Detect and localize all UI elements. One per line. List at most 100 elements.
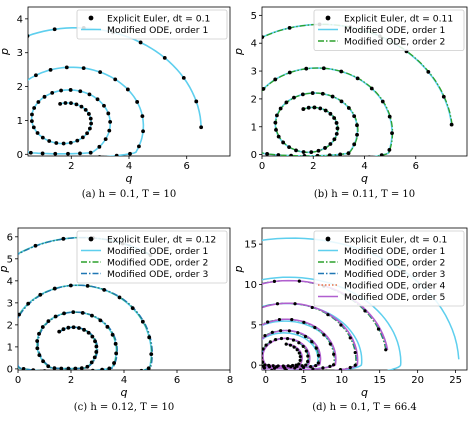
x-axis-label: q	[121, 386, 128, 399]
euler-marker	[262, 35, 265, 40]
euler-marker	[37, 331, 41, 336]
euler-marker	[46, 319, 51, 324]
legend-label: Modified ODE, order 2	[344, 37, 445, 48]
euler-marker	[250, 136, 254, 140]
x-axis-label: q	[361, 172, 368, 185]
euler-marker	[7, 102, 11, 106]
euler-marker	[278, 106, 283, 111]
euler-marker	[298, 368, 303, 370]
euler-marker	[351, 157, 355, 161]
x-tick-label: 10	[335, 375, 348, 386]
euler-marker	[241, 340, 244, 343]
euler-marker	[379, 153, 384, 156]
euler-marker	[328, 111, 333, 116]
euler-marker	[61, 236, 66, 241]
euler-marker	[9, 338, 13, 342]
x-tick-label: 0	[259, 161, 265, 172]
euler-marker	[211, 309, 214, 312]
legend-label: Explicit Euler, dt = 0.1	[344, 235, 447, 246]
euler-marker	[140, 114, 145, 119]
x-tick-label: 6	[413, 161, 419, 172]
euler-marker	[135, 100, 140, 104]
euler-marker	[107, 128, 112, 133]
euler-marker	[265, 152, 270, 156]
euler-marker	[55, 369, 59, 370]
euler-marker	[66, 366, 71, 370]
euler-marker	[335, 126, 340, 131]
euler-marker	[294, 363, 298, 367]
chart-panel-3: 024680123456qpExplicit Euler, dt = 0.12M…	[0, 227, 233, 413]
euler-marker	[310, 340, 314, 344]
euler-marker	[277, 317, 282, 322]
euler-marker	[323, 108, 328, 113]
euler-marker	[309, 365, 313, 369]
euler-marker	[301, 344, 305, 349]
euler-marker	[88, 150, 93, 155]
euler-marker	[279, 336, 284, 341]
y-tick-label: 0	[7, 364, 13, 375]
euler-marker	[194, 99, 199, 104]
euler-marker	[98, 318, 103, 323]
euler-marker	[271, 364, 275, 368]
euler-marker	[276, 134, 281, 139]
legend-label: Modified ODE, order 1	[344, 25, 445, 36]
euler-marker	[426, 70, 431, 74]
euler-marker	[125, 87, 130, 92]
euler-marker	[321, 366, 325, 370]
y-tick-label: 2	[7, 320, 13, 331]
euler-marker	[315, 153, 320, 156]
euler-marker	[30, 112, 34, 117]
euler-marker	[50, 375, 54, 379]
euler-marker	[61, 141, 66, 146]
legend-label: Modified ODE, order 1	[107, 25, 208, 36]
y-tick-label: 5	[251, 320, 257, 331]
euler-marker	[287, 25, 292, 30]
euler-marker	[352, 142, 357, 147]
euler-marker	[380, 99, 385, 104]
euler-marker	[273, 338, 278, 342]
euler-marker	[325, 369, 328, 370]
legend-box	[313, 230, 465, 307]
euler-marker	[307, 371, 310, 374]
euler-marker	[298, 354, 302, 359]
euler-marker	[331, 363, 336, 367]
euler-marker	[346, 106, 351, 110]
euler-marker	[270, 330, 274, 334]
euler-marker	[48, 67, 53, 72]
euler-marker	[251, 357, 254, 360]
euler-marker	[275, 113, 279, 118]
euler-marker	[297, 362, 301, 366]
euler-marker	[6, 125, 10, 129]
euler-marker	[275, 302, 280, 306]
euler-marker	[310, 305, 314, 310]
euler-marker	[128, 371, 132, 375]
euler-marker	[300, 364, 304, 368]
euler-marker	[339, 323, 343, 327]
euler-marker	[287, 145, 291, 150]
euler-marker	[34, 156, 38, 160]
x-tick-label: 2	[68, 161, 74, 172]
euler-marker	[59, 366, 64, 370]
euler-marker	[87, 92, 92, 97]
euler-marker	[281, 364, 285, 368]
y-tick-label: 1	[7, 342, 13, 353]
euler-marker	[264, 343, 268, 347]
x-tick-label: 5	[301, 375, 307, 386]
euler-marker	[301, 150, 306, 154]
euler-marker	[281, 140, 286, 145]
euler-marker	[326, 313, 330, 317]
euler-marker	[292, 95, 296, 100]
y-tick-label: 3	[251, 67, 257, 78]
euler-marker	[162, 55, 167, 60]
euler-marker	[53, 314, 58, 319]
euler-marker	[36, 100, 41, 104]
euler-marker	[224, 334, 227, 337]
euler-marker	[387, 114, 392, 119]
legend-label: Modified ODE, order 2	[344, 258, 445, 269]
euler-marker	[81, 66, 86, 71]
euler-marker	[98, 155, 102, 156]
x-tick-label: 2	[310, 161, 316, 172]
euler-marker	[90, 368, 95, 370]
euler-marker	[85, 283, 90, 288]
